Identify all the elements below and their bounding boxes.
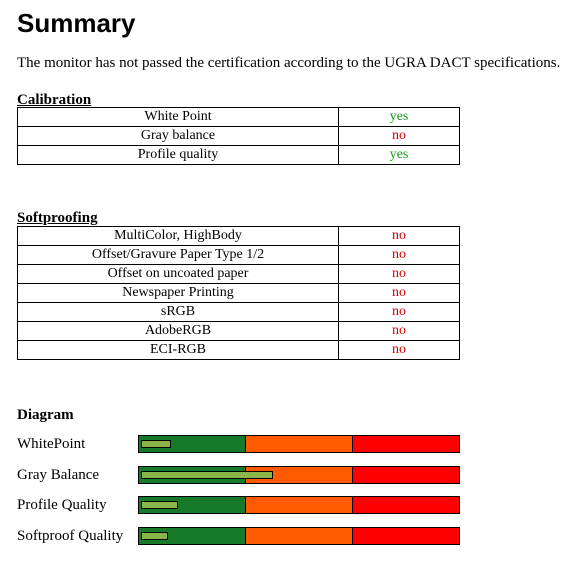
row-status: no: [338, 245, 460, 265]
diagram-row: Softproof Quality: [17, 527, 462, 545]
row-status: no: [338, 340, 460, 360]
quality-bar-bad-zone: [352, 467, 459, 483]
quality-bar: [138, 435, 460, 453]
table-row: sRGB no: [17, 302, 460, 322]
row-status: no: [338, 226, 460, 246]
row-status: no: [338, 126, 460, 146]
quality-bar-medium-zone: [245, 497, 352, 513]
row-label: AdobeRGB: [17, 321, 339, 341]
diagram-row: WhitePoint: [17, 435, 462, 453]
quality-bar-medium-zone: [245, 528, 352, 544]
summary-title: Summary: [17, 8, 136, 38]
row-status: no: [338, 321, 460, 341]
row-label: White Point: [17, 107, 339, 127]
table-row: White Point yes: [17, 107, 460, 127]
quality-bar: [138, 496, 460, 514]
calibration-heading: Calibration: [17, 92, 92, 108]
quality-bar-medium-zone: [245, 436, 352, 452]
softproofing-heading: Softproofing: [17, 210, 98, 226]
row-status: no: [338, 302, 460, 322]
row-label: Gray balance: [17, 126, 339, 146]
row-label: Offset on uncoated paper: [17, 264, 339, 284]
table-row: AdobeRGB no: [17, 321, 460, 341]
row-label: Profile quality: [17, 145, 339, 165]
quality-bar-bad-zone: [352, 436, 459, 452]
row-status: no: [338, 283, 460, 303]
table-row: MultiColor, HighBody no: [17, 226, 460, 246]
table-row: Newspaper Printing no: [17, 283, 460, 303]
quality-indicator: [141, 532, 168, 540]
row-status: yes: [338, 145, 460, 165]
quality-indicator: [141, 471, 273, 479]
diagram-row: Profile Quality: [17, 496, 462, 514]
quality-bar: [138, 466, 460, 484]
row-label: Newspaper Printing: [17, 283, 339, 303]
quality-indicator: [141, 440, 171, 448]
table-row: ECI-RGB no: [17, 340, 460, 360]
quality-bar: [138, 527, 460, 545]
quality-indicator: [141, 501, 178, 509]
row-label: ECI-RGB: [17, 340, 339, 360]
quality-bar-bad-zone: [352, 497, 459, 513]
diagram-heading: Diagram: [17, 407, 74, 423]
row-label: Offset/Gravure Paper Type 1/2: [17, 245, 339, 265]
diagram-row-label: Softproof Quality: [17, 528, 124, 544]
softproofing-table: MultiColor, HighBody no Offset/Gravure Pap…: [17, 226, 460, 360]
table-row: Offset on uncoated paper no: [17, 264, 460, 284]
quality-bar-bad-zone: [352, 528, 459, 544]
diagram-row-label: WhitePoint: [17, 436, 86, 452]
row-status: yes: [338, 107, 460, 127]
row-status: no: [338, 264, 460, 284]
calibration-table: White Point yes Gray balance no Profile qual…: [17, 107, 460, 165]
table-row: Gray balance no: [17, 126, 460, 146]
row-label: MultiColor, HighBody: [17, 226, 339, 246]
row-label: sRGB: [17, 302, 339, 322]
table-row: Profile quality yes: [17, 145, 460, 165]
diagram-row: Gray Balance: [17, 466, 462, 484]
table-row: Offset/Gravure Paper Type 1/2 no: [17, 245, 460, 265]
diagram-row-label: Gray Balance: [17, 467, 100, 483]
certification-result-text: The monitor has not passed the certifica…: [17, 55, 561, 71]
diagram-row-label: Profile Quality: [17, 497, 107, 513]
